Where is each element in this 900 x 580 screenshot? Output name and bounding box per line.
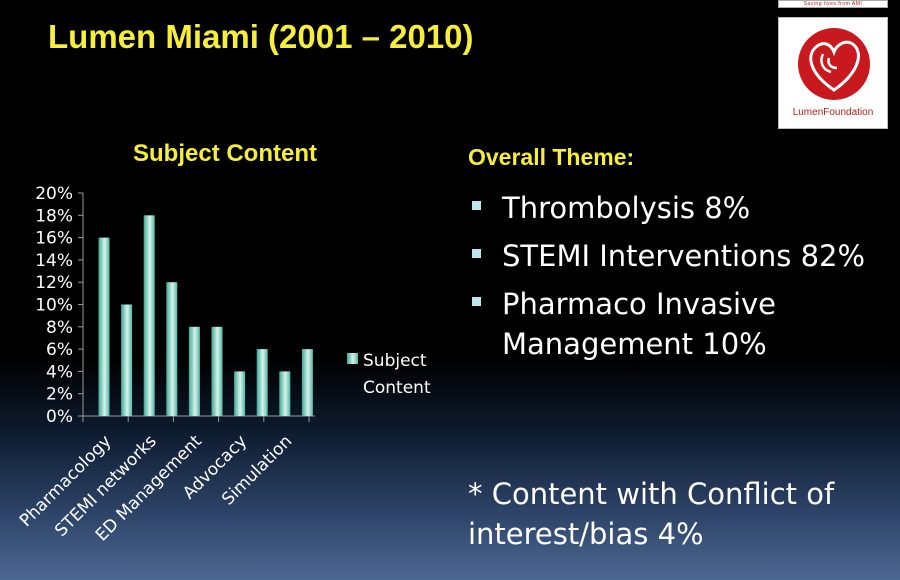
- legend-label: Subject Content: [363, 351, 431, 398]
- subject-content-chart: 0%2%4%6%8%10%12%14%16%18%20% Pharmacolog…: [35, 184, 431, 427]
- theme-item-label: STEMI Interventions 82%: [502, 239, 866, 273]
- y-tick-label: 4%: [46, 362, 73, 382]
- logo-name: LumenFoundation: [792, 107, 874, 118]
- theme-item-label: Pharmaco Invasive Management 10%: [502, 287, 777, 361]
- square-bullet-icon: [472, 297, 481, 306]
- y-tick-label: 6%: [46, 340, 73, 360]
- bar: [188, 326, 200, 416]
- bar: [166, 282, 178, 416]
- theme-item: STEMI Interventions 82%: [470, 236, 890, 276]
- theme-list: Thrombolysis 8% STEMI Interventions 82% …: [470, 188, 890, 372]
- heart-logo-icon: [798, 28, 870, 100]
- square-bullet-icon: [472, 201, 481, 210]
- theme-item: Pharmaco Invasive Management 10%: [470, 284, 890, 364]
- slide-title: Lumen Miami (2001 – 2010): [48, 18, 474, 55]
- chart-title: Subject Content: [133, 140, 317, 167]
- theme-item: Thrombolysis 8%: [470, 188, 890, 228]
- square-bullet-icon: [472, 249, 481, 258]
- y-tick-label: 18%: [35, 206, 73, 226]
- bar: [211, 326, 223, 416]
- y-tick-label: 2%: [46, 385, 73, 405]
- bar: [256, 349, 268, 416]
- y-tick-label: 12%: [35, 273, 73, 293]
- y-tick-label: 8%: [46, 318, 73, 338]
- bar: [279, 371, 291, 416]
- conflict-note: * Content with Conflict of interest/bias…: [468, 477, 835, 551]
- bar: [98, 237, 110, 416]
- logo-tagline: Saving lives from AMI: [778, 0, 888, 8]
- y-tick-label: 16%: [35, 229, 73, 249]
- bar: [143, 215, 155, 416]
- y-tick-label: 0%: [46, 407, 73, 427]
- y-tick-label: 20%: [35, 184, 73, 204]
- bar: [234, 371, 246, 416]
- bar: [121, 304, 133, 416]
- y-tick-label: 14%: [35, 251, 73, 271]
- bar: [301, 349, 313, 416]
- y-tick-label: 10%: [35, 296, 73, 316]
- theme-item-label: Thrombolysis 8%: [502, 191, 751, 225]
- theme-heading: Overall Theme:: [468, 144, 635, 170]
- lumen-foundation-logo: LumenFoundation: [778, 17, 888, 129]
- legend-swatch: [347, 353, 358, 364]
